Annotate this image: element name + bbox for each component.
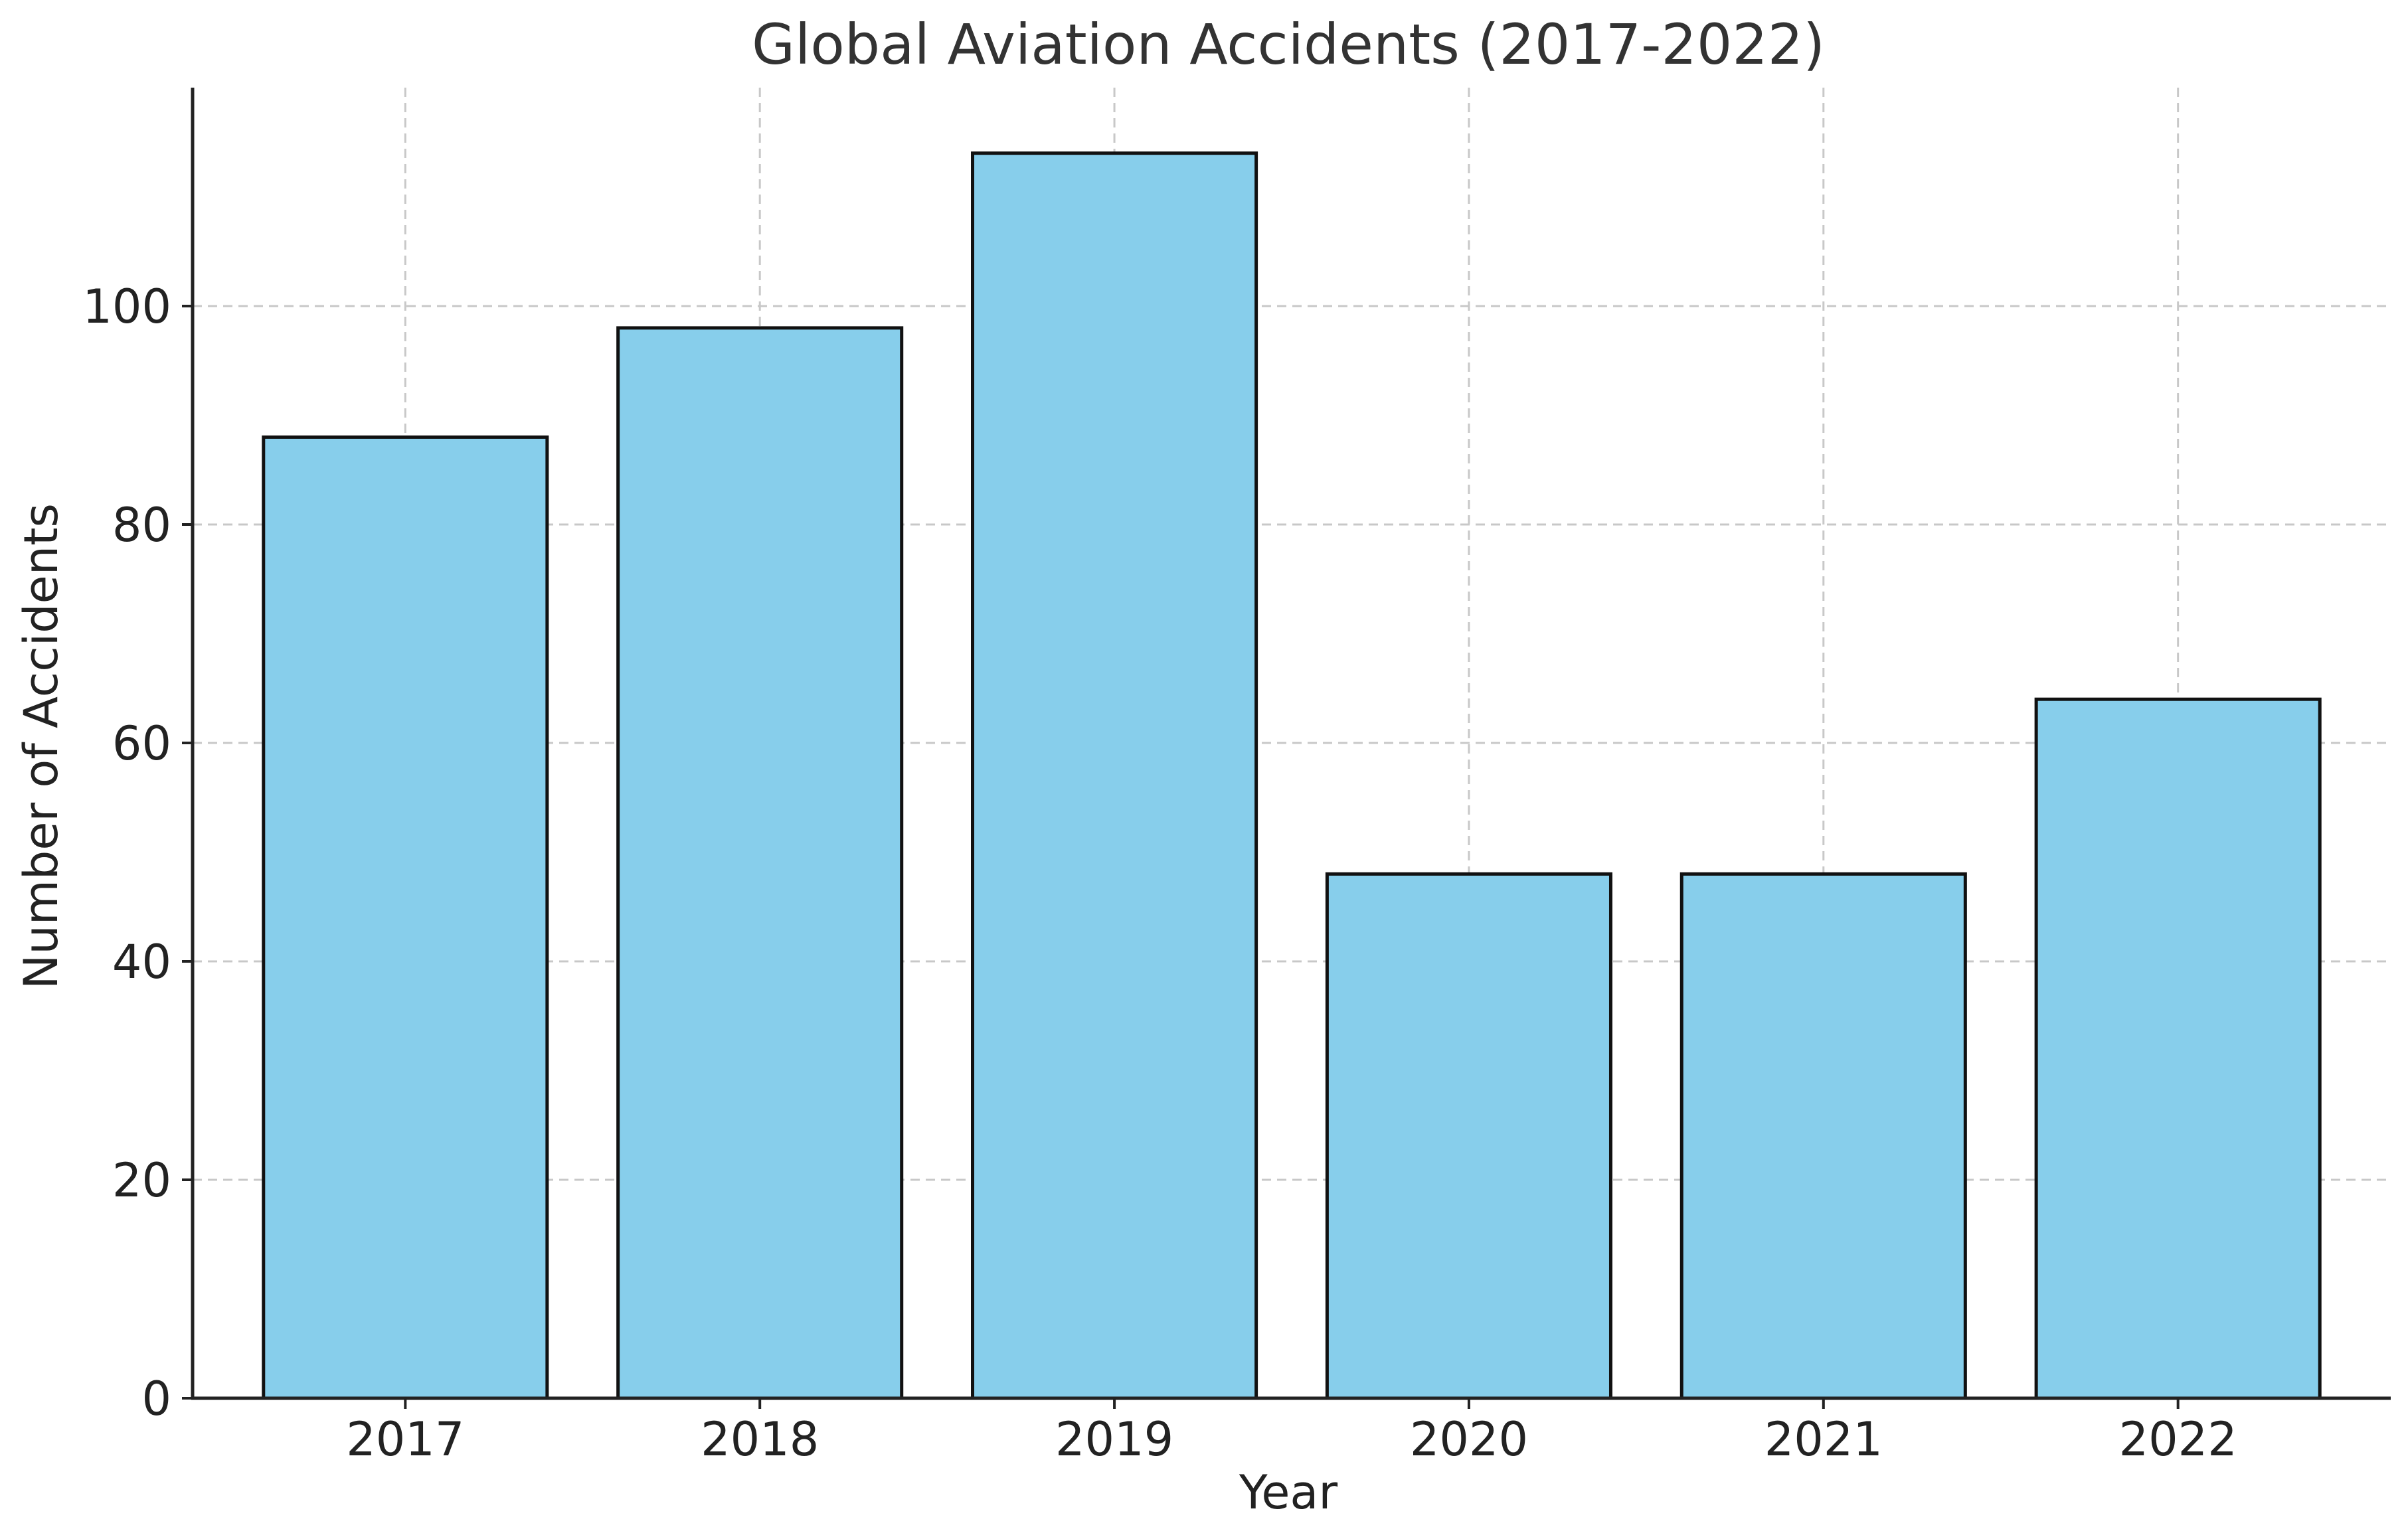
x-tick-label-2017: 2017 <box>346 1412 464 1467</box>
x-tick-label-2020: 2020 <box>1410 1412 1528 1467</box>
x-tick-label-2021: 2021 <box>1764 1412 1883 1467</box>
y-tick-label-80: 80 <box>112 498 171 552</box>
y-tick-label-60: 60 <box>112 716 171 771</box>
y-tick-label-100: 100 <box>82 280 171 334</box>
y-axis-label: Number of Accidents <box>14 503 68 989</box>
bar-2021 <box>1679 872 1967 1400</box>
x-tick-label-2022: 2022 <box>2119 1412 2237 1467</box>
y-tick-label-0: 0 <box>141 1372 171 1426</box>
bar-2020 <box>1325 872 1612 1400</box>
bar-layer <box>262 151 2322 1400</box>
chart-title: Global Aviation Accidents (2017-2022) <box>752 12 1825 77</box>
bar-2017 <box>262 435 549 1400</box>
x-axis-label: Year <box>1239 1465 1337 1520</box>
bar-2019 <box>971 151 1258 1400</box>
x-tick-label-2018: 2018 <box>701 1412 819 1467</box>
bar-2018 <box>616 326 904 1400</box>
x-tick-label-2019: 2019 <box>1055 1412 1173 1467</box>
axis-layer: 0 20 40 60 80 100 2017 2018 2019 2020 2021 2022 <box>82 88 2391 1467</box>
y-tick-label-40: 40 <box>112 935 171 989</box>
bar-2022 <box>2034 697 2322 1400</box>
y-tick-label-20: 20 <box>112 1153 171 1208</box>
